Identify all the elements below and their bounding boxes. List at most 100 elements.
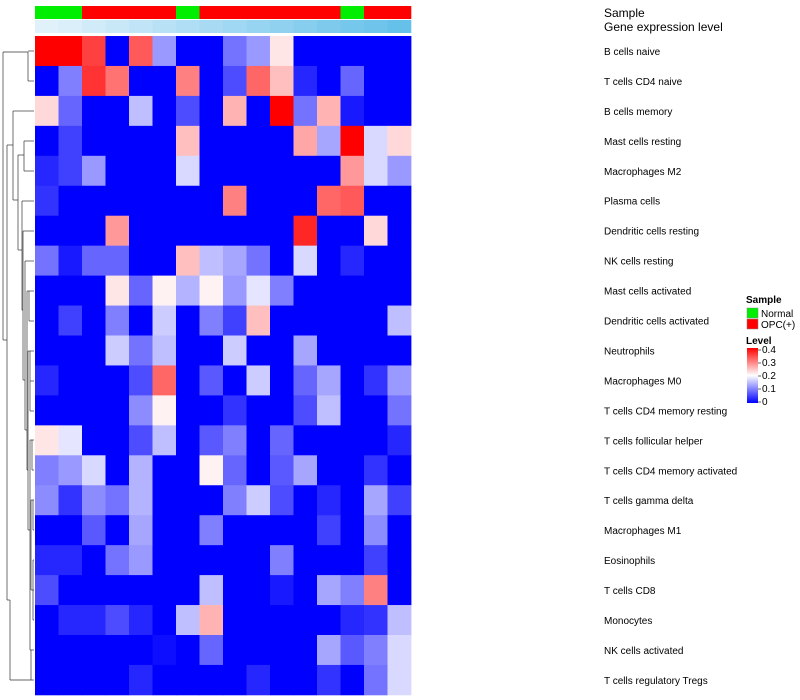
- heatmap-cell: [199, 455, 224, 486]
- heatmap-cell: [270, 185, 294, 217]
- heatmap-cell: [199, 275, 224, 306]
- heatmap-cell: [246, 455, 271, 486]
- heatmap-cell: [246, 515, 271, 546]
- heatmap-cell: [246, 635, 271, 666]
- heatmap-cell: [293, 545, 318, 576]
- heatmap-cell: [35, 65, 59, 97]
- heatmap-cell: [152, 575, 177, 606]
- heatmap-cell: [246, 215, 271, 247]
- heatmap-cell: [82, 36, 106, 67]
- heatmap-cell: [387, 485, 412, 516]
- heatmap-cell: [293, 36, 318, 67]
- gene-expression-annotation-cell: [270, 20, 294, 33]
- heatmap-cell: [105, 305, 130, 336]
- heatmap-cell: [199, 125, 224, 157]
- heatmap-cell: [199, 485, 224, 516]
- heatmap-cell: [129, 185, 153, 217]
- heatmap-cell: [152, 125, 177, 157]
- heatmap-cell: [317, 155, 341, 187]
- legend-level-ticks: 0.4 0.3 0.2 0.1 0: [758, 345, 776, 408]
- heatmap-cell: [58, 605, 83, 636]
- heatmap-cell: [105, 245, 130, 276]
- heatmap-cell: [223, 455, 247, 486]
- heatmap-cell: [293, 605, 318, 636]
- sample-annotation-cell: [199, 6, 224, 19]
- heatmap-cell: [223, 215, 247, 247]
- heatmap-cell: [270, 36, 294, 67]
- heatmap-cell: [340, 36, 365, 67]
- heatmap-cell: [129, 215, 153, 247]
- heatmap-cell: [176, 664, 200, 696]
- heatmap-cell: [246, 275, 271, 306]
- heatmap-cell: [35, 275, 59, 306]
- heatmap-cell: [270, 365, 294, 396]
- heatmap-cell: [317, 515, 341, 546]
- row-label: B cells memory: [604, 107, 672, 118]
- heatmap-cell: [176, 125, 200, 157]
- heatmap-cell: [317, 664, 341, 696]
- heatmap-cell: [152, 36, 177, 67]
- heatmap-cell: [387, 155, 412, 187]
- heatmap-cell: [58, 65, 83, 97]
- heatmap-cell: [152, 335, 177, 366]
- sample-annotation-cell: [58, 6, 83, 19]
- heatmap-cell: [317, 635, 341, 666]
- heatmap-cell: [246, 245, 271, 276]
- heatmap-cell: [293, 455, 318, 486]
- heatmap-cell: [246, 545, 271, 576]
- heatmap-cell: [270, 95, 294, 127]
- gene-expression-annotation-cell: [387, 20, 412, 33]
- heatmap-cell: [293, 635, 318, 666]
- gene-expression-track-label: Gene expression level: [604, 20, 723, 34]
- heatmap-cell: [129, 245, 153, 276]
- heatmap-cell: [293, 575, 318, 606]
- heatmap-cell: [152, 395, 177, 426]
- heatmap-cell: [387, 605, 412, 636]
- heatmap-cell: [293, 425, 318, 456]
- row-label: Macrophages M0: [604, 376, 682, 387]
- heatmap-cell: [340, 245, 365, 276]
- row-label: Macrophages M1: [604, 526, 682, 537]
- heatmap-cell: [129, 395, 153, 426]
- row-label: T cells CD8: [604, 586, 656, 597]
- heatmap-cell: [176, 485, 200, 516]
- heatmap-cell: [387, 664, 412, 696]
- heatmap-cell: [152, 215, 177, 247]
- row-label: T cells regulatory Tregs: [604, 676, 708, 687]
- heatmap-cell: [152, 245, 177, 276]
- heatmap-cell: [270, 485, 294, 516]
- heatmap-cell: [223, 515, 247, 546]
- heatmap-cell: [35, 605, 59, 636]
- heatmap-cell: [176, 95, 200, 127]
- heatmap-cell: [58, 185, 83, 217]
- heatmap-cell: [223, 365, 247, 396]
- heatmap-cell: [35, 575, 59, 606]
- heatmap-cell: [58, 485, 83, 516]
- legend-tick-label: 0.2: [762, 371, 776, 382]
- heatmap-cell: [35, 485, 59, 516]
- sample-annotation-cell: [82, 6, 106, 19]
- row-label: Mast cells activated: [604, 287, 691, 298]
- heatmap-cell: [340, 155, 365, 187]
- legend-level-colorbar: [747, 348, 758, 403]
- row-label: T cells CD4 memory resting: [604, 406, 727, 417]
- heatmap-cell: [246, 305, 271, 336]
- heatmap-cell: [176, 335, 200, 366]
- heatmap-cell: [105, 185, 130, 217]
- heatmap-cell: [317, 65, 341, 97]
- heatmap-cell: [35, 305, 59, 336]
- heatmap-cell: [223, 275, 247, 306]
- row-label: T cells follicular helper: [604, 436, 703, 447]
- heatmap-cell: [293, 335, 318, 366]
- row-label: Dendritic cells resting: [604, 227, 699, 238]
- heatmap-cell: [129, 155, 153, 187]
- heatmap-cell: [364, 95, 388, 127]
- heatmap-cell: [340, 275, 365, 306]
- heatmap-cell: [129, 664, 153, 696]
- heatmap-cell: [246, 664, 271, 696]
- heatmap-cell: [340, 395, 365, 426]
- gene-expression-annotation-cell: [176, 20, 200, 33]
- heatmap-cell: [293, 215, 318, 247]
- gene-expression-annotation-cell: [199, 20, 224, 33]
- row-label: Neutrophils: [604, 346, 655, 357]
